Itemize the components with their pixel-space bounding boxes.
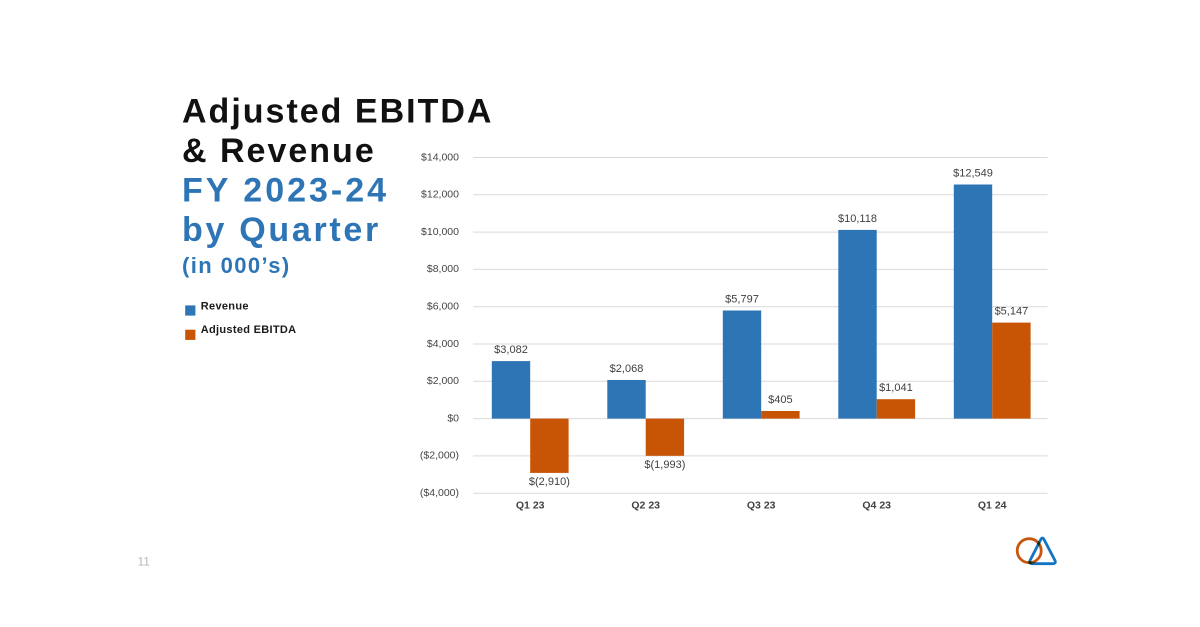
svg-text:$(2,910): $(2,910)	[529, 476, 570, 488]
svg-text:Revenue: Revenue	[201, 300, 249, 312]
svg-text:$405: $405	[768, 394, 792, 406]
svg-text:($4,000): ($4,000)	[420, 487, 459, 499]
svg-text:$14,000: $14,000	[421, 151, 459, 163]
svg-text:Q1 23: Q1 23	[516, 500, 545, 512]
svg-text:Q3 23: Q3 23	[747, 500, 776, 512]
svg-text:$0: $0	[447, 412, 459, 424]
svg-text:$2,000: $2,000	[427, 375, 459, 387]
svg-text:$3,082: $3,082	[494, 344, 528, 356]
svg-text:$(1,993): $(1,993)	[644, 459, 685, 471]
svg-text:$5,797: $5,797	[725, 294, 759, 306]
svg-text:$10,118: $10,118	[838, 213, 877, 225]
svg-text:$10,000: $10,000	[421, 226, 459, 238]
svg-text:11: 11	[138, 554, 151, 568]
svg-text:$2,068: $2,068	[610, 363, 644, 375]
svg-text:Adjusted EBITDA: Adjusted EBITDA	[201, 324, 297, 336]
svg-text:(in 000’s): (in 000’s)	[182, 253, 291, 278]
svg-text:($2,000): ($2,000)	[420, 450, 459, 462]
svg-text:by Quarter: by Quarter	[182, 211, 381, 249]
svg-text:Adjusted EBITDA: Adjusted EBITDA	[182, 93, 493, 131]
svg-text:Q4 23: Q4 23	[862, 500, 891, 512]
svg-text:Q2 23: Q2 23	[631, 500, 660, 512]
svg-text:$8,000: $8,000	[427, 263, 459, 275]
svg-text:$5,147: $5,147	[995, 306, 1029, 318]
svg-text:Q1 24: Q1 24	[978, 500, 1007, 512]
svg-text:$12,000: $12,000	[421, 189, 459, 201]
svg-text:& Revenue: & Revenue	[182, 132, 376, 170]
svg-text:FY 2023-24: FY 2023-24	[182, 172, 389, 210]
svg-text:$6,000: $6,000	[427, 301, 459, 313]
svg-text:$4,000: $4,000	[427, 338, 459, 350]
svg-text:$1,041: $1,041	[879, 382, 913, 394]
svg-text:$12,549: $12,549	[953, 168, 993, 180]
